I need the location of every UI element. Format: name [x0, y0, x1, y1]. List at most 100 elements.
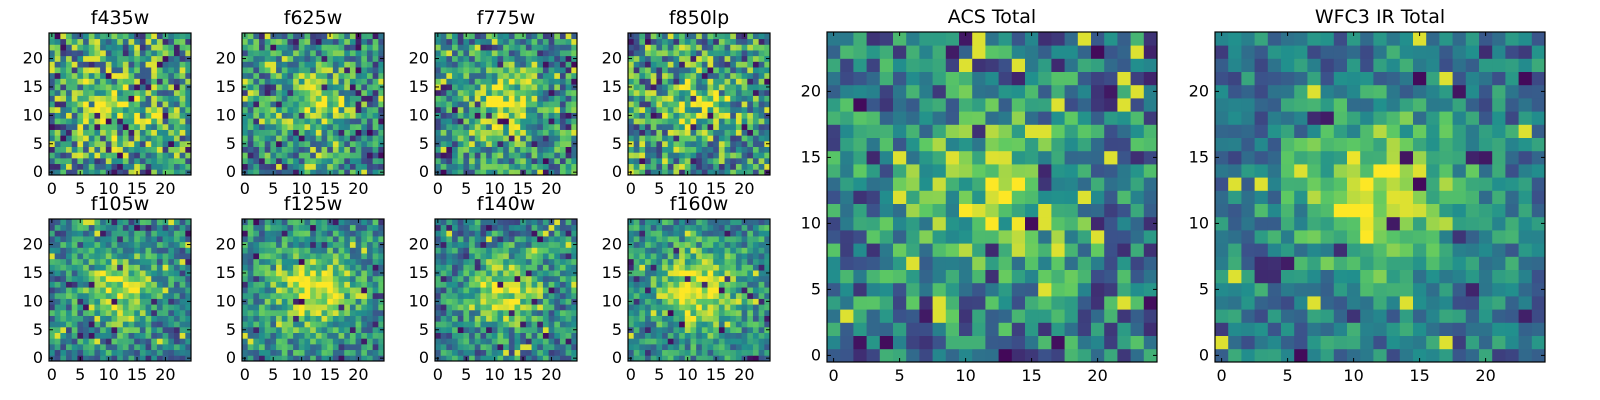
heatmap-cell — [88, 264, 95, 271]
y-tick-label: 15 — [216, 263, 236, 282]
y-tick-label: 5 — [226, 134, 236, 153]
heatmap-cell — [707, 123, 714, 130]
heatmap-cell — [281, 321, 288, 328]
heatmap-cell — [173, 67, 181, 74]
heatmap-cell — [77, 230, 84, 237]
heatmap-cell — [752, 112, 760, 119]
heatmap-cell — [696, 78, 703, 85]
heatmap-cell — [503, 118, 510, 125]
heatmap-cell — [253, 38, 260, 45]
heatmap-cell — [156, 355, 163, 362]
heatmap-cell — [520, 67, 527, 74]
heatmap-cell — [128, 219, 135, 226]
heatmap-cell — [514, 219, 521, 226]
heatmap-cell — [60, 224, 67, 231]
heatmap-cell — [264, 146, 271, 153]
heatmap-cell — [355, 106, 362, 113]
heatmap-cell — [764, 332, 771, 339]
heatmap-cell — [247, 135, 254, 142]
heatmap-cell — [332, 315, 339, 322]
heatmap-cell — [162, 287, 169, 294]
heatmap-cell — [639, 72, 646, 79]
heatmap-cell — [735, 343, 742, 351]
heatmap-cell — [304, 264, 311, 271]
heatmap-cell — [747, 135, 754, 142]
heatmap-cell — [650, 275, 657, 282]
heatmap-cell — [287, 292, 294, 299]
heatmap-cell — [571, 236, 578, 243]
heatmap-cell — [321, 169, 328, 176]
heatmap-cell — [525, 72, 532, 79]
heatmap-cell — [531, 236, 538, 243]
heatmap-cell — [480, 236, 487, 243]
heatmap-cell — [253, 152, 260, 159]
heatmap-cell — [173, 219, 181, 226]
heatmap-cell — [128, 270, 135, 277]
heatmap-cell — [168, 146, 175, 153]
heatmap-cell — [276, 343, 283, 351]
heatmap-cell — [741, 287, 748, 294]
heatmap-cell — [332, 152, 339, 159]
heatmap-cell — [338, 44, 345, 51]
heatmap-cell — [304, 152, 311, 159]
heatmap-cell — [315, 152, 322, 159]
heatmap-cell — [134, 287, 141, 294]
heatmap-cell — [349, 78, 356, 85]
heatmap-cell — [548, 230, 555, 237]
heatmap-cell — [571, 146, 578, 153]
heatmap-cell — [531, 67, 538, 74]
heatmap-cell — [168, 332, 175, 339]
heatmap-cell — [474, 309, 481, 316]
heatmap-cell — [349, 72, 356, 79]
heatmap-cell — [293, 95, 300, 102]
heatmap-cell — [94, 287, 101, 294]
heatmap-cell — [531, 332, 538, 339]
heatmap-cell — [94, 236, 101, 243]
heatmap-cell — [548, 55, 555, 62]
heatmap-cell — [332, 84, 339, 91]
heatmap-cell — [457, 315, 464, 322]
heatmap-cell — [185, 146, 192, 153]
heatmap-cell — [139, 163, 146, 170]
heatmap-cell — [480, 106, 487, 113]
heatmap-cell — [559, 146, 567, 153]
heatmap-cell — [270, 38, 277, 45]
heatmap-cell — [145, 33, 152, 40]
heatmap-cell — [372, 152, 379, 159]
heatmap-cell — [452, 287, 459, 294]
heatmap-cell — [758, 275, 765, 282]
heatmap-cell — [276, 146, 283, 153]
heatmap-cell — [696, 55, 703, 62]
heatmap-cell — [758, 355, 765, 362]
heatmap-cell — [49, 224, 56, 231]
heatmap-cell — [310, 118, 317, 125]
heatmap-cell — [117, 247, 124, 254]
heatmap-cell — [730, 140, 737, 147]
heatmap-cell — [253, 95, 260, 102]
heatmap-cell — [94, 332, 101, 339]
heatmap-cell — [247, 247, 254, 254]
heatmap-cell — [88, 67, 95, 74]
heatmap-cell — [315, 78, 322, 85]
heatmap-cell — [724, 106, 731, 113]
heatmap-cell — [156, 67, 163, 74]
heatmap-cell — [315, 106, 322, 113]
heatmap-cell — [298, 72, 305, 79]
heatmap-cell — [684, 298, 691, 305]
heatmap-cell — [77, 89, 84, 96]
heatmap-cell — [173, 44, 181, 51]
heatmap-cell — [633, 84, 640, 91]
heatmap-cell — [242, 123, 249, 130]
heatmap-cell — [537, 101, 544, 108]
heatmap-cell — [315, 169, 322, 176]
heatmap-cell — [293, 236, 300, 243]
heatmap-cell — [276, 67, 283, 74]
heatmap-cell — [66, 326, 73, 333]
heatmap-cell — [276, 163, 283, 170]
heatmap-cell — [355, 275, 362, 282]
heatmap-cell — [486, 106, 493, 113]
heatmap-cell — [542, 61, 549, 68]
heatmap-cell — [525, 44, 532, 51]
heatmap-cell — [525, 338, 532, 345]
heatmap-cell — [315, 253, 322, 260]
